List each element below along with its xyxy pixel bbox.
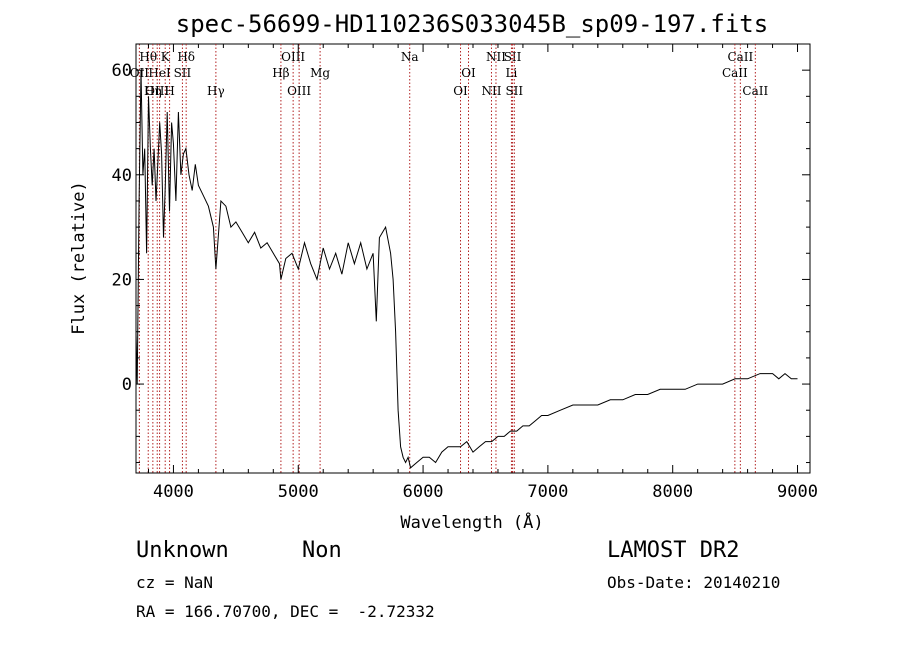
line-marker-label: CaII xyxy=(722,66,748,80)
line-marker-label: Mg xyxy=(310,66,330,80)
line-marker-label: OIII xyxy=(281,50,305,64)
survey-label: LAMOST DR2 xyxy=(607,538,740,563)
line-marker-label: Hβ xyxy=(272,66,289,80)
line-marker-label: Na xyxy=(401,50,419,64)
x-tick-label: 6000 xyxy=(403,482,444,502)
line-marker-label: OI xyxy=(461,66,476,80)
line-marker-label: CaII xyxy=(727,50,753,64)
obs-date-text: Obs-Date: 20140210 xyxy=(607,573,781,592)
class-label: Unknown xyxy=(136,538,229,563)
line-marker-label: Hθ xyxy=(139,50,157,64)
subclass-label: Non xyxy=(302,538,342,563)
y-tick-label: 60 xyxy=(112,61,132,81)
line-marker-label: CaII xyxy=(742,84,768,98)
line-marker-label: Hη xyxy=(144,84,162,98)
axis-ticks: 4000 5000 6000 7000 8000 9000 0 20 40 60 xyxy=(112,43,818,502)
y-tick-label: 0 xyxy=(122,375,132,395)
line-marker-label: NII xyxy=(486,50,506,64)
line-marker-label: SII xyxy=(504,50,522,64)
line-marker-label: SII xyxy=(505,84,523,98)
x-tick-label: 9000 xyxy=(777,482,818,502)
y-tick-label: 40 xyxy=(112,166,132,186)
chart-title: spec-56699-HD110236S033045B_sp09-197.fit… xyxy=(176,10,768,38)
line-marker-label: H xyxy=(164,84,174,98)
x-tick-label: 8000 xyxy=(652,482,693,502)
line-marker-label: K xyxy=(161,50,171,64)
x-tick-label: 4000 xyxy=(153,482,194,502)
line-marker-label: OI xyxy=(453,84,468,98)
line-marker-label: SII xyxy=(174,66,192,80)
line-marker-label: OII xyxy=(130,66,150,80)
y-tick-label: 20 xyxy=(112,270,132,290)
y-axis-label: Flux (relative) xyxy=(69,181,89,335)
x-tick-label: 7000 xyxy=(527,482,568,502)
line-marker-label: NII xyxy=(481,84,501,98)
spectrum-series-line xyxy=(135,70,798,469)
line-marker-label: Hδ xyxy=(177,50,195,64)
line-marker-label: OIII xyxy=(287,84,311,98)
plot-frame xyxy=(135,43,811,474)
x-tick-label: 5000 xyxy=(278,482,319,502)
cz-text: cz = NaN xyxy=(136,573,214,592)
radec-text: RA = 166.70700, DEC = -2.72332 xyxy=(136,602,435,621)
line-marker-label: HeI xyxy=(148,66,171,80)
line-marker-label: Hγ xyxy=(207,84,225,98)
x-axis-label: Wavelength (Å) xyxy=(400,511,543,533)
line-marker-label: Li xyxy=(506,66,518,80)
line-marker-label: OIII xyxy=(145,84,169,98)
